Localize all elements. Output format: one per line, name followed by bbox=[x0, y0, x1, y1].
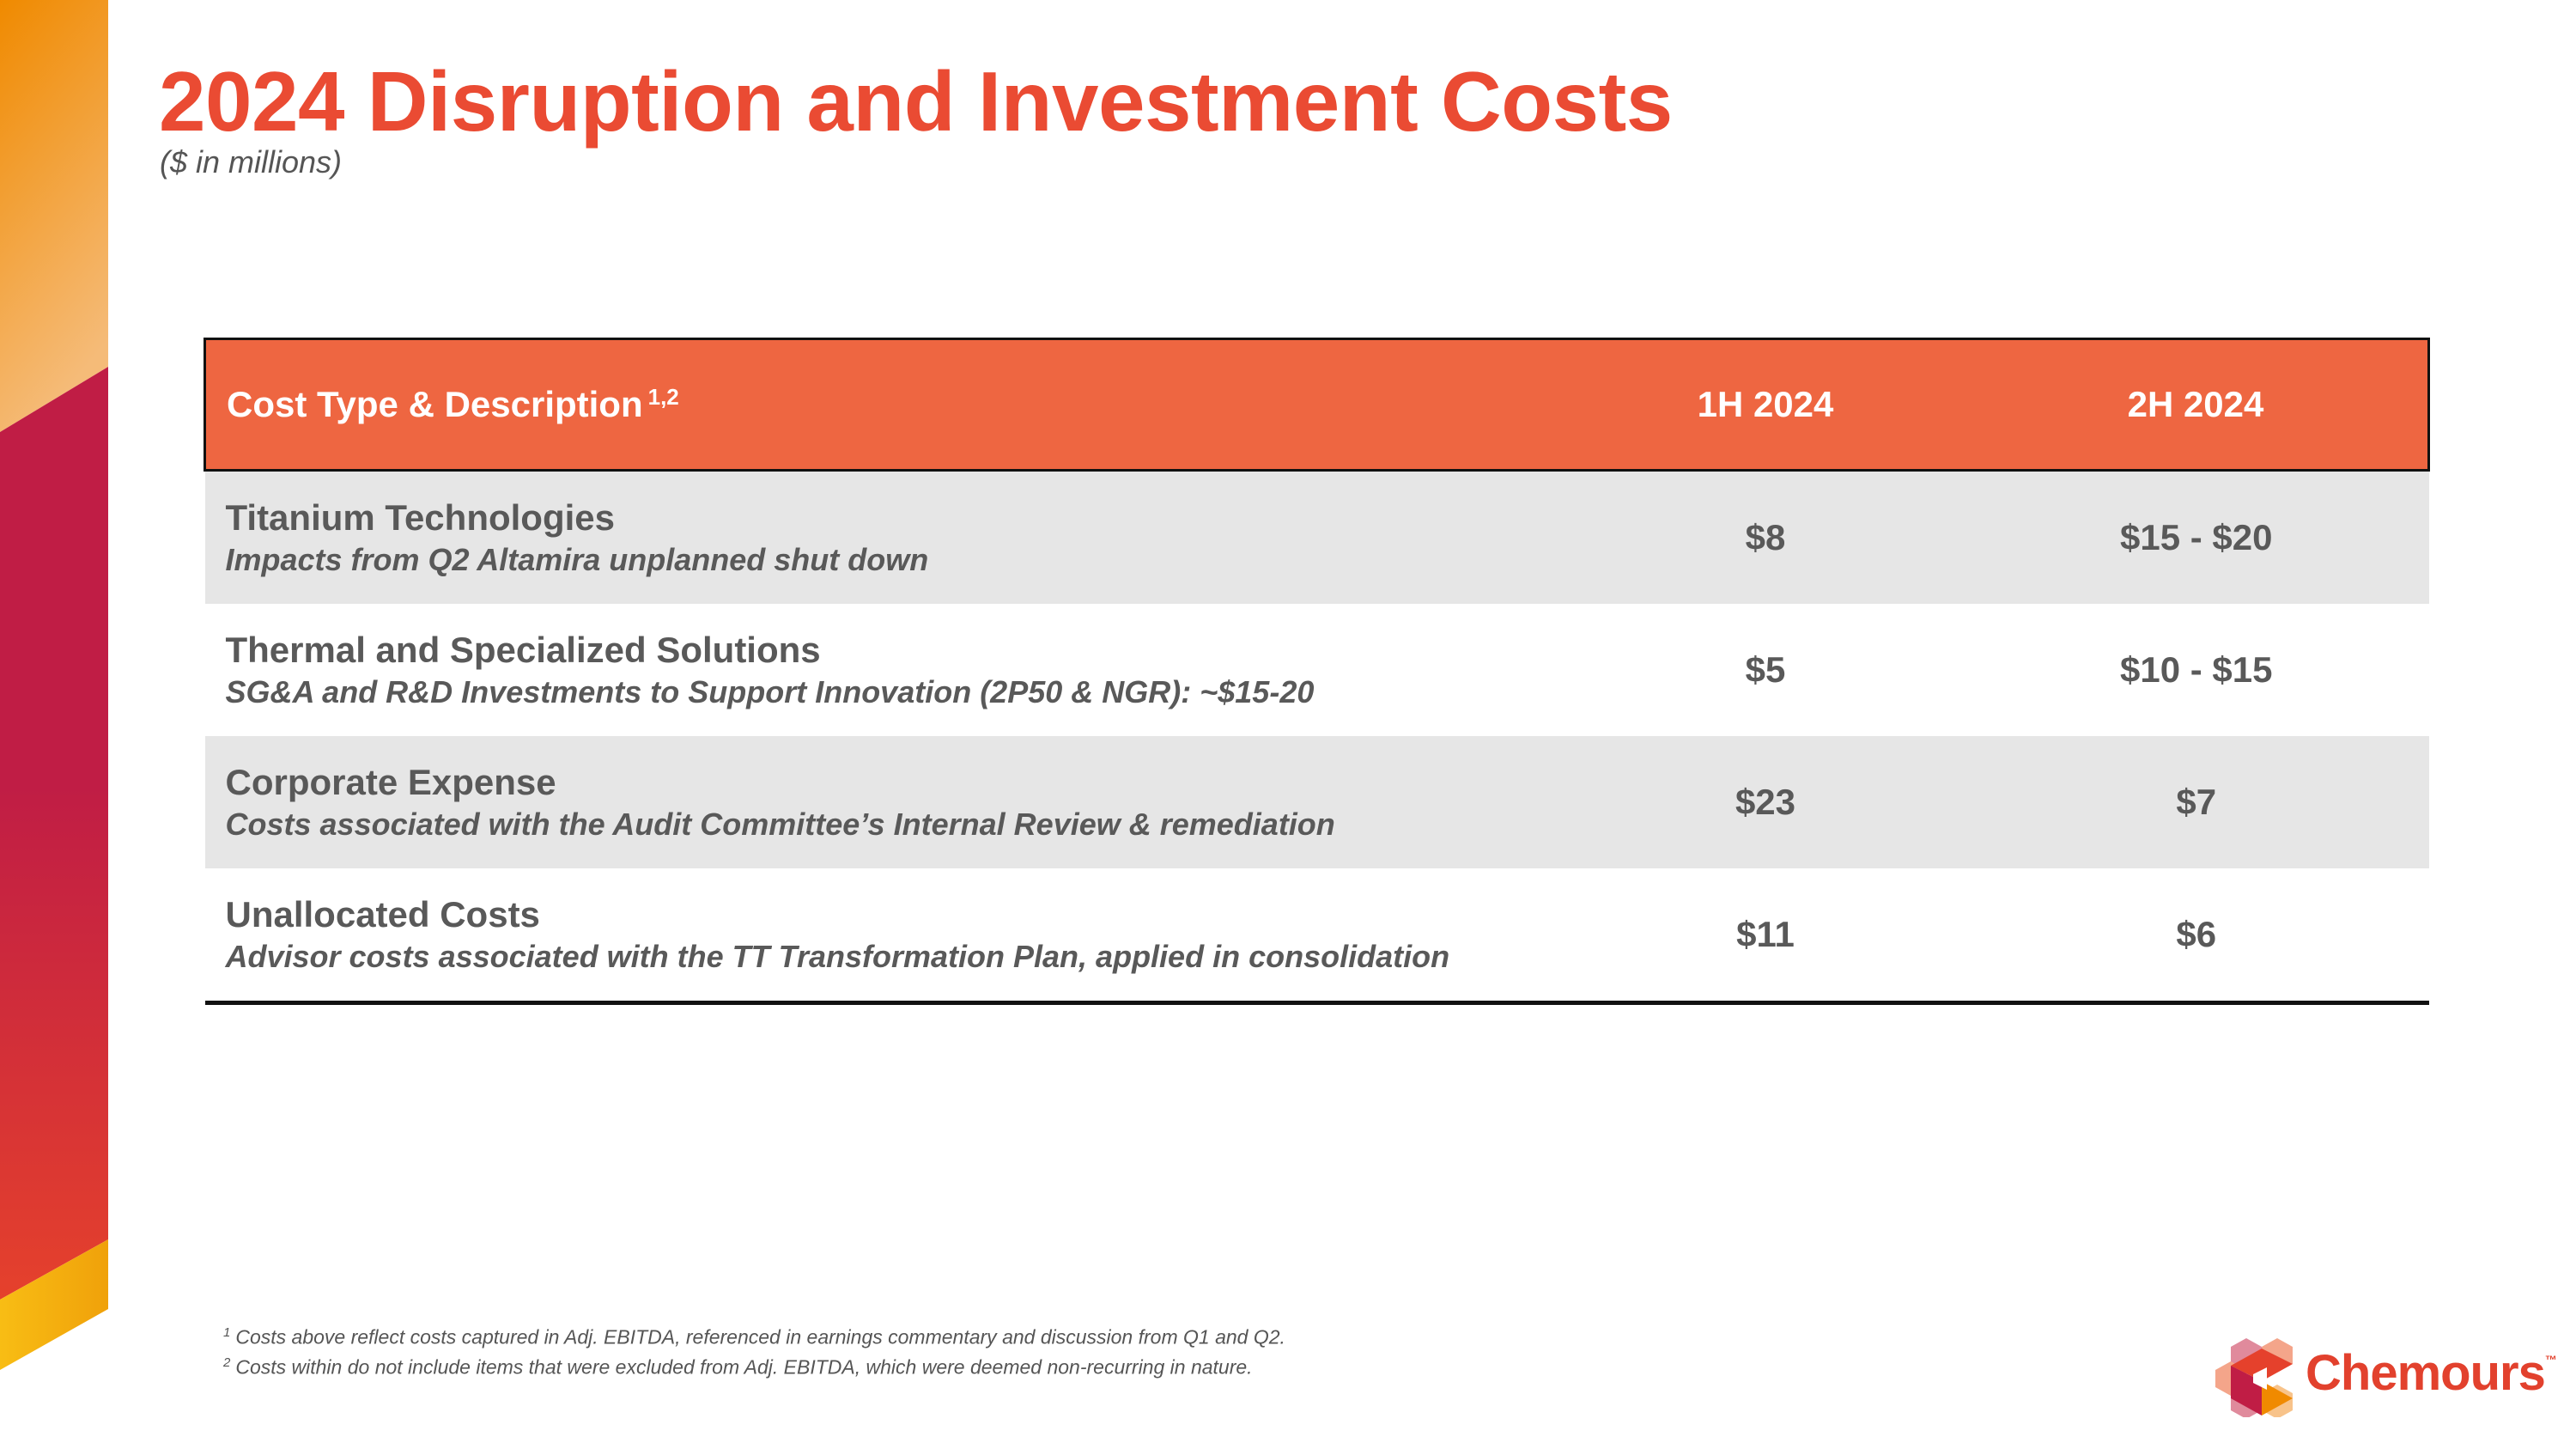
footnote-text: Costs within do not include items that w… bbox=[235, 1355, 1253, 1379]
logo-wordmark: Chemours bbox=[2306, 1345, 2546, 1401]
footnote-number: 2 bbox=[223, 1355, 231, 1370]
column-header-2h-2024: 2H 2024 bbox=[1964, 338, 2430, 472]
table-row: Thermal and Specialized Solutions SG&A an… bbox=[205, 604, 2429, 736]
cost-type-cell: Thermal and Specialized Solutions SG&A an… bbox=[205, 604, 1568, 736]
trademark-symbol: ™ bbox=[2544, 1353, 2557, 1367]
row-description: Costs associated with the Audit Committe… bbox=[225, 807, 1335, 842]
table-row: Unallocated Costs Advisor costs associate… bbox=[204, 868, 2429, 1005]
cost-type-cell: Unallocated Costs Advisor costs associate… bbox=[204, 868, 1567, 1005]
footnote-refs: 1,2 bbox=[647, 384, 679, 410]
cost-type-cell: Titanium Technologies Impacts from Q2 Alt… bbox=[204, 470, 1567, 604]
footnote-1: 1 Costs above reflect costs captured in A… bbox=[223, 1325, 1285, 1349]
cost-type-cell: Corporate Expense Costs associated with t… bbox=[204, 736, 1567, 868]
value-1h: $8 bbox=[1567, 470, 1964, 604]
table-row: Corporate Expense Costs associated with t… bbox=[204, 736, 2429, 868]
page-title: 2024 Disruption and Investment Costs bbox=[159, 54, 1673, 149]
value-2h: $15 - $20 bbox=[1964, 470, 2429, 604]
decorative-side-strip bbox=[0, 0, 108, 1370]
row-title: Titanium Technologies bbox=[225, 497, 616, 538]
footnote-number: 1 bbox=[223, 1325, 231, 1340]
column-header-1h-2024: 1H 2024 bbox=[1567, 338, 1964, 472]
row-title: Unallocated Costs bbox=[225, 894, 540, 935]
row-description: Advisor costs associated with the TT Tra… bbox=[225, 939, 1450, 974]
value-1h: $5 bbox=[1745, 649, 1786, 690]
row-title: Corporate Expense bbox=[225, 762, 556, 802]
value-2h: $10 - $15 bbox=[2120, 649, 2273, 690]
table-row: Titanium Technologies Impacts from Q2 Alt… bbox=[204, 470, 2429, 604]
row-description: Impacts from Q2 Altamira unplanned shut … bbox=[225, 542, 929, 577]
value-1h: $11 bbox=[1567, 868, 1964, 1005]
chemours-logo-text: Chemours™ bbox=[2306, 1344, 2557, 1402]
row-description: SG&A and R&D Investments to Support Inno… bbox=[225, 674, 1315, 709]
page-subtitle: ($ in millions) bbox=[160, 144, 343, 180]
cost-table: Cost Type & Description 1,2 1H 2024 2H 20… bbox=[204, 338, 2430, 1005]
chemours-logo-icon bbox=[2215, 1338, 2293, 1417]
value-1h: $23 bbox=[1567, 736, 1964, 868]
row-title: Thermal and Specialized Solutions bbox=[225, 630, 821, 670]
table-header-row: Cost Type & Description 1,2 1H 2024 2H 20… bbox=[204, 338, 2430, 472]
column-header-cost-type: Cost Type & Description 1,2 bbox=[204, 338, 1567, 472]
value-2h: $7 bbox=[1964, 736, 2429, 868]
footnote-text: Costs above reflect costs captured in Ad… bbox=[235, 1325, 1285, 1349]
value-2h: $6 bbox=[1964, 868, 2429, 1005]
footnote-2: 2 Costs within do not include items that … bbox=[223, 1355, 1253, 1379]
column-header-label: Cost Type & Description bbox=[227, 384, 643, 424]
